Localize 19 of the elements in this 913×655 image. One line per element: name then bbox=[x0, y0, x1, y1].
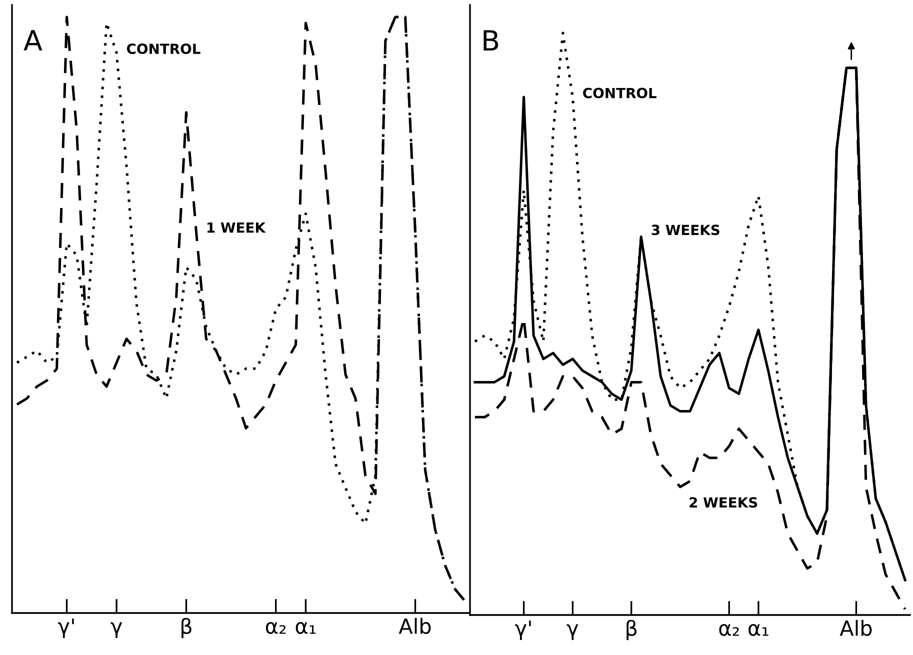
x-tick-label: β bbox=[626, 620, 636, 640]
x-tick-label: γ' bbox=[515, 620, 531, 640]
x-tick-label: α₁ bbox=[748, 624, 768, 636]
x-tick-label: α₂ bbox=[266, 622, 286, 634]
series-label: 1 WEEK bbox=[207, 222, 266, 233]
x-tick-label: α₂ bbox=[719, 624, 739, 636]
x-tick-label: β bbox=[182, 618, 192, 638]
series-label: 2 WEEKS bbox=[690, 497, 758, 508]
series-label: CONTROL bbox=[126, 44, 200, 54]
chart-title: B bbox=[484, 30, 498, 51]
series-label: CONTROL bbox=[583, 88, 656, 98]
chart-title: A bbox=[24, 30, 42, 50]
x-tick-label: γ' bbox=[58, 618, 74, 638]
x-tick-label: α₁ bbox=[296, 622, 316, 634]
series-label: 3 WEEKS bbox=[652, 224, 720, 236]
x-tick-label: γ bbox=[566, 624, 578, 640]
x-tick-label: Alb bbox=[398, 618, 431, 634]
x-tick-label: γ bbox=[110, 622, 122, 638]
x-tick-label: Alb bbox=[840, 620, 872, 636]
